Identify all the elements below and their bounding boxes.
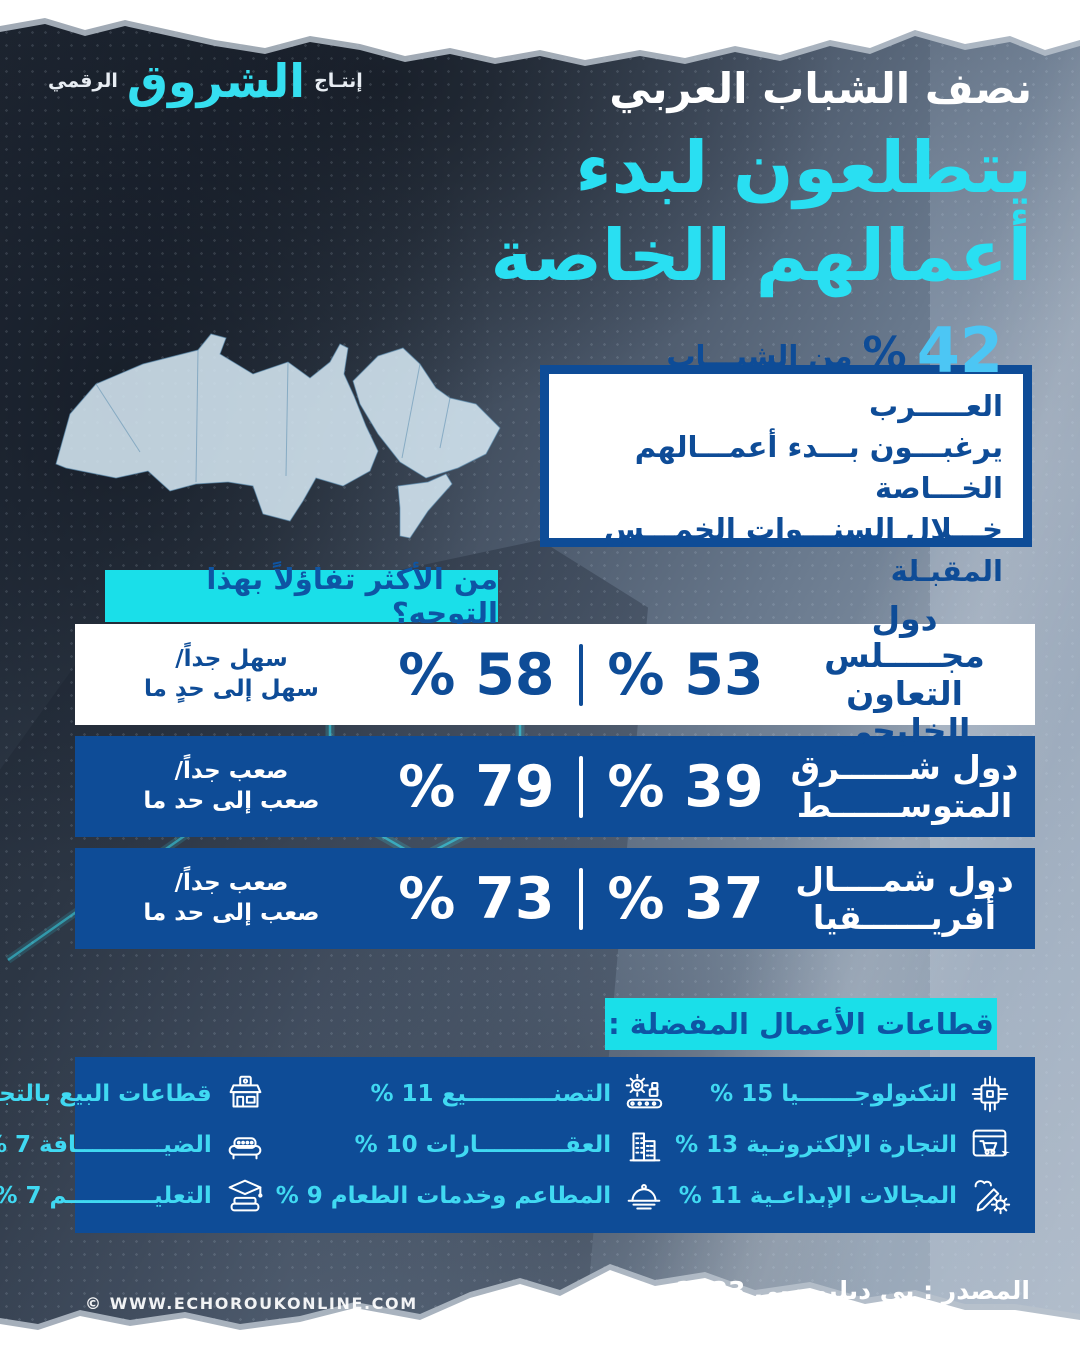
title-line-3: أعمالهم الخاصة <box>490 213 1032 297</box>
sector-item-retail: قطاعات البيع بالتجزئة 7 % <box>0 1071 268 1117</box>
sector-label: التجارة الإلكترونـية 13 % <box>675 1131 957 1158</box>
technology-chip-icon <box>967 1071 1013 1117</box>
region-label: دول مجـــــلس التعاون الخليجي <box>824 598 985 750</box>
education-icon <box>222 1173 268 1219</box>
optimism-row-gcc: دول مجـــــلس التعاون الخليجي 53 % 58 % … <box>75 600 1035 749</box>
ecommerce-cart-icon <box>967 1122 1013 1168</box>
ease-percent: 58 % <box>398 641 555 708</box>
sectors-panel: التكنولوجـــــــيا 15 % التصنـــــــــــ… <box>0 1057 1035 1233</box>
region-label: دول شــــــرق المتوســــــط <box>790 748 1019 825</box>
row-divider <box>578 867 583 930</box>
sector-item-manufacturing: التصنـــــــــــيع 11 % <box>276 1071 667 1117</box>
optimism-section-header: من الأكثر تفاؤلاً بهذا التوجه؟ <box>105 562 498 630</box>
row-divider <box>578 755 583 818</box>
website-url: © WWW.ECHOROUKONLINE.COM <box>85 1294 418 1313</box>
key-stat-percent-sign: % <box>862 328 907 380</box>
sector-label: التعليـــــــــــم 7 % <box>0 1182 212 1209</box>
optimism-rows: دول مجـــــلس التعاون الخليجي 53 % 58 % … <box>75 600 1035 960</box>
want-to-start-percent: 39 % <box>607 753 764 820</box>
sector-item-ecommerce: التجارة الإلكترونـية 13 % <box>675 1122 1013 1168</box>
manufacturing-icon <box>621 1071 667 1117</box>
sector-item-real-estate: العقـــــــــــارات 10 % <box>276 1122 667 1168</box>
key-stat-line-3: خـــلال السنـــوات الخمـــس المقبـلة <box>603 512 1003 588</box>
ease-caption: صعب جداً/ صعب إلى حد ما <box>143 869 320 926</box>
sector-label: قطاعات البيع بالتجزئة 7 % <box>0 1081 212 1108</box>
key-stat-line-1: 42 % من الشبـــاب العـــــرب <box>569 320 1003 427</box>
sector-label: التصنـــــــــــيع 11 % <box>370 1081 612 1108</box>
title-line-2: يتطلعون لبدء <box>575 126 1032 210</box>
sector-label: المطاعم وخدمات الطعام 9 % <box>275 1182 612 1209</box>
sector-label: العقـــــــــــارات 10 % <box>354 1131 612 1158</box>
want-to-start-percent: 37 % <box>607 865 764 932</box>
ease-percent: 73 % <box>398 865 555 932</box>
real-estate-buildings-icon <box>621 1122 667 1168</box>
ease-caption: صعب جداً/ صعب إلى حد ما <box>143 757 320 814</box>
page-title: نصف الشباب العربي يتطلعون لبدء أعمالهم ا… <box>490 64 1032 299</box>
ease-caption: سهل جداً/ سهل إلى حدٍ ما <box>144 645 319 702</box>
sector-label: الضيـــــــــــافة 7 % <box>0 1131 212 1158</box>
retail-store-icon <box>222 1071 268 1117</box>
sector-label: التكنولوجـــــــيا 15 % <box>710 1081 957 1108</box>
want-to-start-percent: 53 % <box>607 641 764 708</box>
hospitality-sofa-icon <box>222 1122 268 1168</box>
sector-item-creative: المجالات الإبداعـية 11 % <box>675 1173 1013 1219</box>
sector-item-technology: التكنولوجـــــــيا 15 % <box>675 1071 1013 1117</box>
ease-percent: 79 % <box>398 753 555 820</box>
sector-item-education: التعليـــــــــــم 7 % <box>0 1173 268 1219</box>
row-divider <box>578 643 583 706</box>
optimism-row-east-mediterranean: دول شــــــرق المتوســــــط 39 % 79 % صع… <box>75 736 1035 837</box>
torn-paper-edge-top <box>0 0 1080 66</box>
optimism-row-north-africa: دول شمــــال أفريــــــقيا 37 % 73 % صعب… <box>75 848 1035 949</box>
region-label: دول شمــــال أفريــــــقيا <box>795 860 1014 937</box>
food-services-icon <box>621 1173 667 1219</box>
sector-item-hospitality: الضيـــــــــــافة 7 % <box>0 1122 268 1168</box>
key-stat-box: 42 % من الشبـــاب العـــــرب يرغبـــون ب… <box>540 320 1032 588</box>
creative-fields-icon <box>967 1173 1013 1219</box>
arab-world-map <box>55 333 501 539</box>
brand-production-label: إنتـاج <box>314 70 363 92</box>
source-credit: المصدر : بي دبليو سي 2023 <box>675 1276 1030 1305</box>
sector-label: المجالات الإبداعـية 11 % <box>678 1182 957 1209</box>
key-stat-number: 42 <box>916 314 1003 388</box>
sector-item-food-services: المطاعم وخدمات الطعام 9 % <box>276 1173 667 1219</box>
brand-digital-label: الرقمي <box>48 70 118 92</box>
key-stat-line-2: يرغبـــون بـــدء أعمـــالهم الخـــاصة <box>634 429 1003 506</box>
sectors-section-header: قطاعات الأعمال المفضلة : <box>605 998 997 1050</box>
